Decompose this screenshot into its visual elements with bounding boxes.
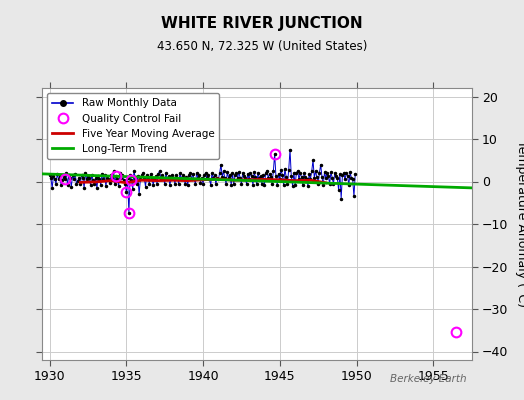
Text: 43.650 N, 72.325 W (United States): 43.650 N, 72.325 W (United States) [157,40,367,53]
Text: Berkeley Earth: Berkeley Earth [390,374,466,384]
Legend: Raw Monthly Data, Quality Control Fail, Five Year Moving Average, Long-Term Tren: Raw Monthly Data, Quality Control Fail, … [47,93,220,159]
Text: WHITE RIVER JUNCTION: WHITE RIVER JUNCTION [161,16,363,31]
Y-axis label: Temperature Anomaly (°C): Temperature Anomaly (°C) [515,140,524,308]
